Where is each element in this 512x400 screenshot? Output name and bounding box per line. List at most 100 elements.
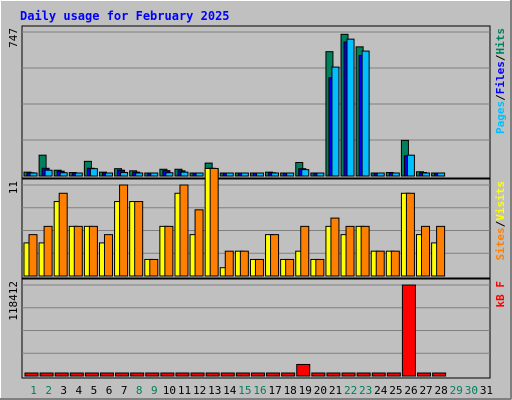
bar-sites-day-6 — [103, 234, 113, 277]
y-max-label: 118412 — [7, 281, 20, 321]
bar-kb-f-day-20 — [311, 372, 326, 377]
bar-sites-day-24 — [375, 250, 385, 277]
bar-pages-day-21 — [331, 66, 340, 177]
bar-kb-f-day-7 — [115, 372, 130, 377]
bar-kb-f-day-11 — [175, 372, 190, 377]
bar-sites-day-14 — [224, 250, 234, 277]
bar-kb-f-day-12 — [190, 372, 205, 377]
bar-pages-day-4 — [74, 172, 83, 177]
x-tick-label-day-9: 9 — [151, 384, 158, 397]
bar-sites-day-12 — [194, 209, 204, 277]
bar-pages-day-11 — [180, 171, 189, 177]
bar-kb-f-day-22 — [341, 372, 356, 377]
bar-pages-day-6 — [104, 172, 113, 177]
bar-kb-f-day-25 — [386, 372, 401, 377]
bar-pages-day-7 — [120, 172, 129, 177]
bar-sites-day-10 — [164, 225, 174, 277]
bar-kb-f-day-3 — [54, 372, 69, 377]
legend-entry: Hits — [494, 28, 507, 55]
bar-sites-day-28 — [436, 225, 446, 277]
bar-sites-day-21 — [330, 217, 340, 277]
bar-pages-day-9 — [150, 172, 159, 177]
x-tick-label-day-7: 7 — [121, 384, 128, 397]
bar-pages-day-16 — [255, 172, 264, 177]
bar-kb-f-day-9 — [145, 372, 160, 377]
bar-kb-f-day-2 — [39, 372, 54, 377]
y-max-label: 747 — [7, 28, 20, 48]
y-max-label: 11 — [7, 181, 20, 194]
x-tick-label-day-3: 3 — [60, 384, 67, 397]
x-tick-label-day-30: 30 — [465, 384, 478, 397]
x-tick-label-day-21: 21 — [329, 384, 342, 397]
x-tick-label-day-22: 22 — [344, 384, 357, 397]
bar-sites-day-20 — [315, 258, 325, 277]
bar-pages-day-10 — [165, 172, 174, 177]
bar-sites-day-1 — [28, 234, 38, 277]
legend-entry: / — [494, 54, 507, 61]
bar-kb-f-day-26 — [401, 284, 416, 377]
x-tick-label-day-27: 27 — [419, 384, 432, 397]
x-tick-label-day-29: 29 — [450, 384, 463, 397]
x-tick-label-day-4: 4 — [76, 384, 83, 397]
bar-pages-day-3 — [59, 172, 68, 177]
bar-pages-day-28 — [437, 172, 446, 177]
legend-kbytes: kB F — [494, 281, 507, 308]
x-tick-label-day-10: 10 — [163, 384, 176, 397]
bar-sites-day-19 — [300, 225, 310, 277]
legend-entry: kB F — [494, 281, 507, 308]
x-tick-label-day-28: 28 — [435, 384, 448, 397]
x-tick-label-day-18: 18 — [284, 384, 297, 397]
x-axis-labels: 1 2 3 4 5 6 7 8 9 10 11 12 13 14 15 16 17 18 19 20 21 22 23 24 2… — [30, 384, 493, 397]
bar-kb-f-day-13 — [205, 372, 220, 377]
bar-pages-day-24 — [376, 172, 385, 177]
bar-sites-day-27 — [421, 225, 431, 277]
bar-pages-day-26 — [406, 154, 415, 177]
bar-kb-f-day-19 — [296, 363, 311, 377]
bar-kb-f-day-23 — [356, 372, 371, 377]
x-tick-label-day-31: 31 — [480, 384, 493, 397]
chart-title: Daily usage for February 2025 — [20, 9, 230, 23]
bar-sites-day-7 — [119, 184, 129, 277]
bar-kb-f-day-14 — [220, 372, 235, 377]
x-tick-label-day-19: 19 — [299, 384, 312, 397]
bar-sites-day-16 — [254, 258, 264, 277]
bar-sites-day-17 — [270, 234, 280, 277]
x-tick-label-day-12: 12 — [193, 384, 206, 397]
bar-pages-day-1 — [29, 172, 38, 177]
legend-entry: / — [494, 220, 507, 227]
bar-kb-f-day-1 — [24, 372, 39, 377]
bar-sites-day-18 — [285, 258, 295, 277]
bar-kb-f-day-5 — [84, 372, 99, 377]
bar-pages-day-22 — [346, 38, 355, 177]
bar-pages-day-8 — [135, 172, 144, 177]
bar-kb-f-day-18 — [281, 372, 296, 377]
x-tick-label-day-16: 16 — [253, 384, 266, 397]
bar-sites-day-9 — [149, 258, 159, 277]
legend-entry: Visits — [494, 181, 507, 221]
bar-pages-day-25 — [391, 172, 400, 177]
x-tick-label-day-15: 15 — [238, 384, 251, 397]
bar-kb-f-day-10 — [160, 372, 175, 377]
bar-sites-day-3 — [58, 192, 68, 277]
bar-sites-day-25 — [390, 250, 400, 277]
x-tick-label-day-13: 13 — [208, 384, 221, 397]
x-tick-label-day-14: 14 — [223, 384, 237, 397]
bar-kb-f-day-28 — [432, 372, 447, 377]
x-tick-label-day-5: 5 — [91, 384, 98, 397]
x-tick-label-day-26: 26 — [404, 384, 417, 397]
bar-pages-day-5 — [89, 168, 98, 177]
x-tick-label-day-6: 6 — [106, 384, 113, 397]
x-tick-label-day-25: 25 — [389, 384, 402, 397]
legend-entry: Files — [494, 61, 507, 94]
legend-visits: Sites/Visits — [494, 181, 507, 261]
bar-pages-day-2 — [44, 169, 53, 177]
panel-frame — [21, 278, 491, 379]
bar-sites-day-11 — [179, 184, 189, 277]
x-tick-label-day-17: 17 — [268, 384, 281, 397]
x-tick-label-day-20: 20 — [314, 384, 327, 397]
bar-sites-day-4 — [73, 225, 83, 277]
bar-kb-f-day-16 — [250, 372, 265, 377]
bar-pages-day-17 — [271, 172, 280, 177]
